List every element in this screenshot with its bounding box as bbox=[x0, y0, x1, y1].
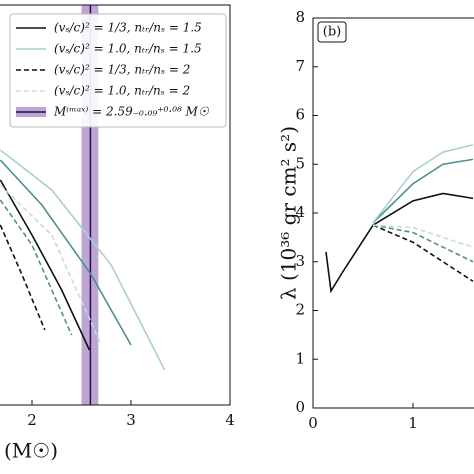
panel-label: (b) bbox=[323, 25, 341, 40]
line-series bbox=[0, 199, 73, 336]
y-tick-label: 5 bbox=[295, 154, 305, 172]
x-tick-label: 3 bbox=[126, 411, 136, 429]
line-series bbox=[372, 224, 474, 282]
legend: (vₛ/c)² = 1/3, nₜᵣ/nₛ = 1.5 (vₛ/c)² = 1.0… bbox=[9, 13, 227, 128]
y-tick-label: 1 bbox=[295, 349, 305, 367]
legend-label: (vₛ/c)² = 1.0, nₜᵣ/nₛ = 1.5 bbox=[54, 42, 202, 56]
line-series bbox=[0, 179, 91, 351]
y-tick-label: 3 bbox=[295, 252, 305, 270]
y-tick-label: 7 bbox=[295, 57, 305, 75]
x-tick-label: 4 bbox=[225, 411, 235, 429]
line-series bbox=[0, 149, 166, 371]
line-series bbox=[325, 192, 474, 294]
x-tick-label: 2 bbox=[27, 411, 37, 429]
x-tick-label: 0 bbox=[308, 414, 318, 432]
legend-label: (vₛ/c)² = 1.0, nₜᵣ/nₛ = 2 bbox=[54, 84, 190, 98]
panel-label-box bbox=[317, 21, 347, 43]
line-series bbox=[372, 143, 474, 224]
line-series bbox=[372, 158, 474, 224]
x-tick-label: 1 bbox=[408, 414, 418, 432]
legend-label: (vₛ/c)² = 1/3, nₜᵣ/nₛ = 1.5 bbox=[54, 21, 202, 35]
line-series bbox=[0, 224, 46, 331]
x-axis-label: (M☉) bbox=[4, 439, 58, 463]
line-series bbox=[372, 224, 474, 248]
y-tick-label: 0 bbox=[295, 398, 305, 416]
y-tick-label: 4 bbox=[295, 203, 305, 221]
y-tick-label: 8 bbox=[295, 8, 305, 26]
line-series bbox=[372, 224, 474, 263]
legend-label: (vₛ/c)² = 1/3, nₜᵣ/nₛ = 2 bbox=[54, 63, 190, 77]
y-axis-label: λ (10³⁶ gr cm² s²) bbox=[277, 126, 301, 300]
legend-label: M⁽ᵐᵃˣ⁾ = 2.59₋₀.₀₉⁺⁰·⁰⁸ M☉ bbox=[53, 105, 210, 119]
line-series bbox=[0, 159, 132, 346]
y-tick-label: 6 bbox=[295, 106, 305, 124]
legend-box bbox=[9, 13, 227, 128]
y-tick-label: 2 bbox=[295, 301, 305, 319]
line-series bbox=[0, 184, 103, 346]
